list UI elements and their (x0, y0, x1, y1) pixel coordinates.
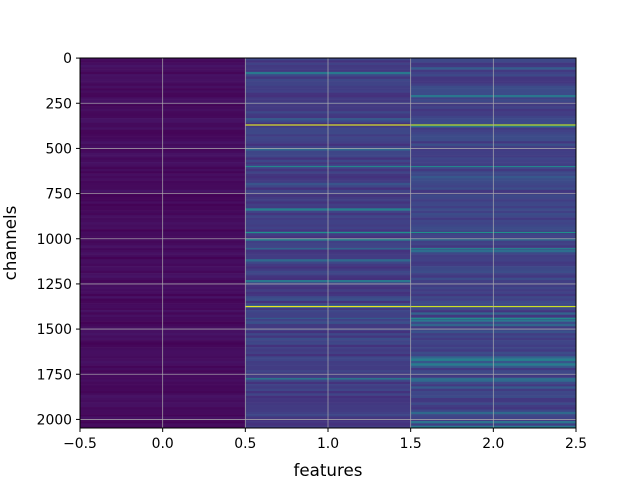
x-tick-label: 0.0 (152, 436, 174, 452)
y-tick-label: 250 (45, 96, 72, 112)
x-axis-label: features (294, 460, 363, 480)
y-axis-label: channels (0, 206, 20, 281)
x-tick-label: 2.5 (565, 436, 587, 452)
y-axis: 0 250 500 750 1000 1250 1500 1750 2000 (37, 51, 80, 428)
y-tick-label: 750 (45, 187, 72, 203)
x-axis: −0.5 0.0 0.5 1.0 1.5 2.0 2.5 (63, 428, 587, 452)
x-tick-label: −0.5 (63, 436, 97, 452)
y-tick-label: 1000 (37, 232, 72, 248)
y-tick-label: 0 (63, 51, 72, 67)
y-tick-label: 500 (45, 141, 72, 157)
y-tick-label: 1750 (37, 367, 72, 383)
x-tick-label: 0.5 (234, 436, 256, 452)
y-tick-label: 2000 (37, 412, 72, 428)
x-tick-label: 2.0 (482, 436, 504, 452)
y-tick-label: 1500 (37, 322, 72, 338)
x-tick-label: 1.0 (317, 436, 339, 452)
x-tick-label: 1.5 (400, 436, 422, 452)
y-tick-label: 1250 (37, 277, 72, 293)
